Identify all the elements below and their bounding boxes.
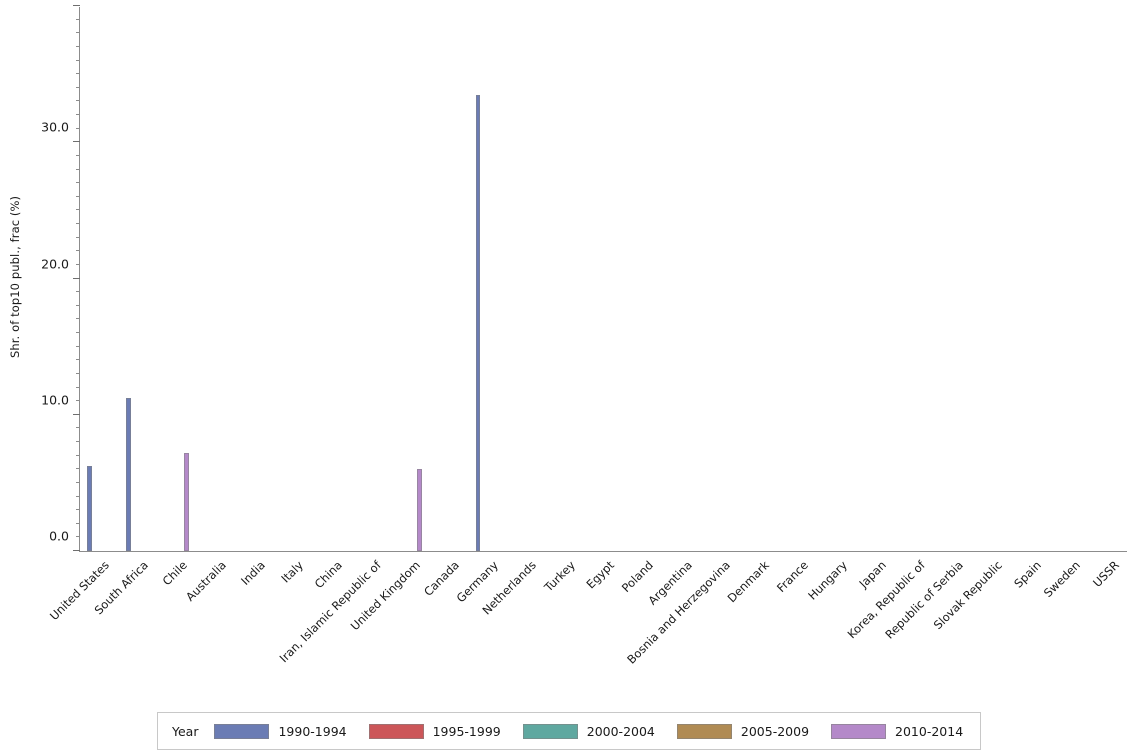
y-tick-minor <box>76 59 80 61</box>
x-tick-label: India <box>237 558 268 588</box>
legend-swatch <box>676 723 732 739</box>
y-tick-minor <box>76 209 80 211</box>
x-tick-label: Chile <box>159 558 190 589</box>
x-tick-label: Sweden <box>1040 558 1083 601</box>
bar <box>126 398 131 551</box>
y-tick-minor <box>76 536 80 538</box>
y-tick-minor <box>76 168 80 170</box>
y-tick-label: 0.0 <box>49 528 69 544</box>
y-tick-minor <box>76 182 80 184</box>
legend-swatch <box>368 723 424 739</box>
y-tick-major <box>73 550 80 551</box>
y-tick-major <box>73 277 80 279</box>
x-tick-label: China <box>312 558 346 592</box>
y-tick-minor <box>76 154 80 156</box>
y-tick-minor <box>76 400 80 402</box>
y-tick-minor <box>76 291 80 293</box>
legend-label: 1990-1994 <box>278 723 347 739</box>
y-tick-minor <box>76 304 80 306</box>
y-tick-minor <box>76 32 80 34</box>
y-tick-minor <box>76 454 80 456</box>
y-tick-minor <box>76 359 80 361</box>
y-tick-minor <box>76 441 80 442</box>
y-tick-minor <box>76 250 80 252</box>
legend-title: Year <box>172 723 199 739</box>
y-tick-label: 30.0 <box>41 119 69 135</box>
y-tick-major <box>73 141 80 143</box>
x-tick-label: Spain <box>1011 558 1044 591</box>
legend-label: 2005-2009 <box>740 723 810 739</box>
y-tick-minor <box>76 509 80 511</box>
y-tick-minor <box>76 223 80 224</box>
y-tick-minor <box>76 263 80 265</box>
y-tick-minor <box>76 73 80 75</box>
legend-entries: 1990-1994 1995-1999 2000-2004 2005-2009 2010… <box>214 723 985 739</box>
x-tick-label: Italy <box>278 558 307 586</box>
y-tick-minor <box>76 195 80 197</box>
y-tick-minor <box>76 18 80 20</box>
bar <box>184 452 190 551</box>
y-tick-minor <box>76 481 80 483</box>
x-tick-label: Slovak Republic <box>930 558 1006 633</box>
bar <box>475 94 481 551</box>
y-tick-minor <box>76 495 80 497</box>
x-tick-label: Denmark <box>724 558 773 606</box>
y-tick-minor <box>76 468 80 470</box>
y-tick-minor <box>76 236 80 238</box>
y-tick-minor <box>76 86 80 88</box>
y-tick-minor <box>76 127 80 129</box>
x-tick-label: Egypt <box>583 558 617 592</box>
y-tick-minor <box>76 345 80 347</box>
y-tick-minor <box>76 427 80 429</box>
legend-swatch <box>522 723 578 739</box>
y-tick-minor <box>76 114 80 115</box>
y-tick-major <box>73 5 80 6</box>
x-tick-label: France <box>774 558 811 595</box>
legend-swatch <box>831 723 887 739</box>
x-tick-label: Poland <box>618 558 656 596</box>
legend-swatch <box>214 723 270 739</box>
x-tick-label: Australia <box>182 558 229 604</box>
y-tick-minor <box>76 100 80 102</box>
legend-label: 2000-2004 <box>586 723 655 739</box>
y-tick-minor <box>76 386 80 388</box>
y-tick-minor <box>76 45 80 47</box>
legend-entry[interactable]: 1995-1999 <box>368 723 501 739</box>
legend-entry[interactable]: 1990-1994 <box>214 723 347 739</box>
plot-area: 0.010.020.030.040.0 <box>41 5 1127 552</box>
legend-label: 2010-2014 <box>895 723 964 739</box>
y-tick-minor <box>76 318 80 320</box>
bar <box>417 469 422 551</box>
y-tick-minor <box>76 332 80 333</box>
x-tick-label: Japan <box>856 558 889 591</box>
legend-entry[interactable]: 2010-2014 <box>831 723 964 739</box>
y-tick-label: 10.0 <box>41 392 69 408</box>
x-tick-label: Turkey <box>541 558 579 595</box>
x-axis-tick-labels: United States South Africa Chile Australia I… <box>47 552 1127 702</box>
x-tick-label: Hungary <box>805 558 850 603</box>
x-tick-label: United Kingdom <box>347 558 423 634</box>
x-tick-label: USSR <box>1089 558 1122 590</box>
y-tick-minor <box>76 522 80 524</box>
legend-entry[interactable]: 2000-2004 <box>522 723 655 739</box>
legend: Year 1990-1994 1995-1999 2000-2004 2005-200… <box>157 712 981 750</box>
y-tick-major <box>73 413 80 415</box>
bar <box>87 465 93 551</box>
y-tick-label: 20.0 <box>41 256 69 271</box>
y-tick-minor <box>76 372 80 374</box>
legend-entry[interactable]: 2005-2009 <box>676 723 810 739</box>
legend-label: 1995-1999 <box>432 723 501 739</box>
